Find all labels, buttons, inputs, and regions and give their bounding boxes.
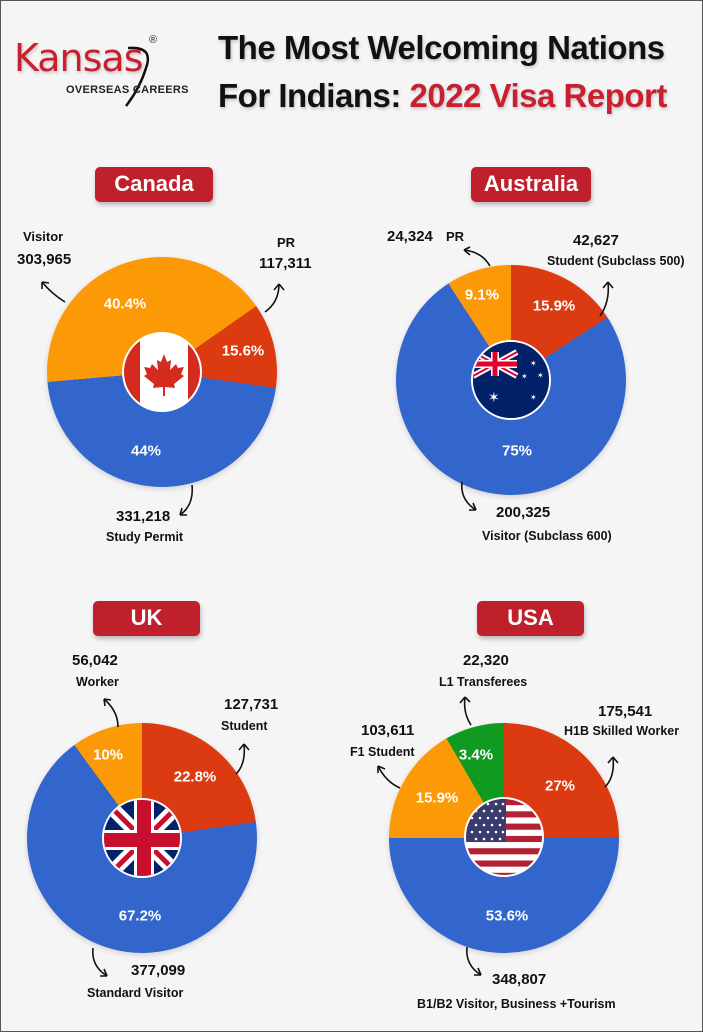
svg-text:✶: ✶ xyxy=(530,359,537,368)
arrow-uk-student-icon xyxy=(235,743,250,775)
pct-canada-study: 44% xyxy=(130,442,162,460)
registered-mark: ® xyxy=(149,34,158,46)
label-uk-visitor: Standard Visitor xyxy=(87,986,184,1000)
pct-usa-l1: 3.4% xyxy=(458,746,494,764)
value-canada-pr: 117,311 xyxy=(259,255,312,272)
pct-usa-h1b: 27% xyxy=(544,777,576,795)
value-australia-pr: 24,324 xyxy=(387,228,433,245)
label-uk-worker: Worker xyxy=(76,675,119,689)
arrow-uk-visitor-icon xyxy=(91,947,108,977)
kansas-logo: Kansas ® OVERSEAS CAREERS xyxy=(14,34,194,107)
pct-uk-visitor: 67.2% xyxy=(118,907,162,925)
pct-usa-f1: 15.9% xyxy=(415,789,459,807)
pct-australia-student: 15.9% xyxy=(532,297,576,315)
title-prefix: For Indians: xyxy=(218,77,410,114)
value-usa-f1: 103,611 xyxy=(361,722,415,739)
label-australia-pr: PR xyxy=(446,229,465,244)
pct-canada-visitor: 40.4% xyxy=(103,295,147,313)
svg-text:✶: ✶ xyxy=(521,372,528,381)
value-australia-visitor: 200,325 xyxy=(496,504,551,521)
title-line-2: For Indians: 2022 Visa Report xyxy=(218,72,698,120)
pct-australia-pr: 9.1% xyxy=(464,286,500,304)
arrow-usa-h1b-icon xyxy=(604,756,619,788)
title-line-1: The Most Welcoming Nations xyxy=(218,29,665,66)
logo-wordmark: Kansas xyxy=(14,36,144,80)
arrow-uk-worker-icon xyxy=(103,698,119,728)
usa-flag-icon xyxy=(464,797,544,877)
label-canada-study: Study Permit xyxy=(106,530,184,544)
value-usa-l1: 22,320 xyxy=(463,652,509,669)
label-usa-f1: F1 Student xyxy=(350,745,415,759)
arrow-australia-student-icon xyxy=(599,281,614,317)
label-canada-pr: PR xyxy=(277,235,296,250)
logo-subtitle: OVERSEAS CAREERS xyxy=(66,84,189,96)
label-canada-visitor: Visitor xyxy=(23,229,64,244)
uk-flag-icon xyxy=(102,798,182,878)
logo-swoosh-icon xyxy=(125,46,150,107)
country-badge-usa: USA xyxy=(477,601,584,636)
label-australia-visitor: Visitor (Subclass 600) xyxy=(482,529,612,543)
arrow-usa-visitor-icon xyxy=(465,946,482,976)
arrow-canada-study-icon xyxy=(179,484,194,516)
arrow-australia-pr-icon xyxy=(463,246,491,267)
label-usa-l1: L1 Transferees xyxy=(439,675,528,689)
pct-australia-visitor: 75% xyxy=(501,442,533,460)
canada-flag-icon xyxy=(122,332,202,412)
value-uk-student: 127,731 xyxy=(224,696,279,713)
pct-usa-visitor: 53.6% xyxy=(485,907,529,925)
title-accent: 2022 Visa Report xyxy=(409,77,668,114)
label-usa-h1b: H1B Skilled Worker xyxy=(564,724,680,738)
value-australia-student: 42,627 xyxy=(573,232,619,249)
pct-uk-worker: 10% xyxy=(92,746,124,764)
label-uk-student: Student xyxy=(221,719,268,733)
label-usa-visitor: B1/B2 Visitor, Business +Tourism xyxy=(417,997,616,1011)
value-canada-study: 331,218 xyxy=(116,508,171,525)
pct-canada-pr: 15.6% xyxy=(221,342,265,360)
svg-text:✶: ✶ xyxy=(530,393,537,402)
value-canada-visitor: 303,965 xyxy=(17,251,72,268)
value-usa-visitor: 348,807 xyxy=(492,971,547,988)
value-uk-worker: 56,042 xyxy=(72,652,118,669)
country-badge-canada: Canada xyxy=(95,167,213,202)
value-usa-h1b: 175,541 xyxy=(598,703,653,720)
country-badge-australia: Australia xyxy=(471,167,591,202)
page-title: The Most Welcoming Nations For Indians: … xyxy=(218,24,698,120)
arrow-usa-f1-icon xyxy=(377,765,401,789)
arrow-canada-visitor-icon xyxy=(41,281,66,303)
arrow-canada-pr-icon xyxy=(264,283,285,313)
arrow-australia-visitor-icon xyxy=(460,481,477,511)
australia-flag-icon: ✶ ✶ ✶ ✶ ✶ xyxy=(471,340,551,420)
svg-text:✶: ✶ xyxy=(537,371,544,380)
value-uk-visitor: 377,099 xyxy=(131,962,186,979)
pct-uk-student: 22.8% xyxy=(173,768,217,786)
svg-text:✶: ✶ xyxy=(488,390,500,406)
country-badge-uk: UK xyxy=(93,601,200,636)
arrow-usa-l1-icon xyxy=(459,696,472,726)
label-australia-student: Student (Subclass 500) xyxy=(547,254,685,268)
